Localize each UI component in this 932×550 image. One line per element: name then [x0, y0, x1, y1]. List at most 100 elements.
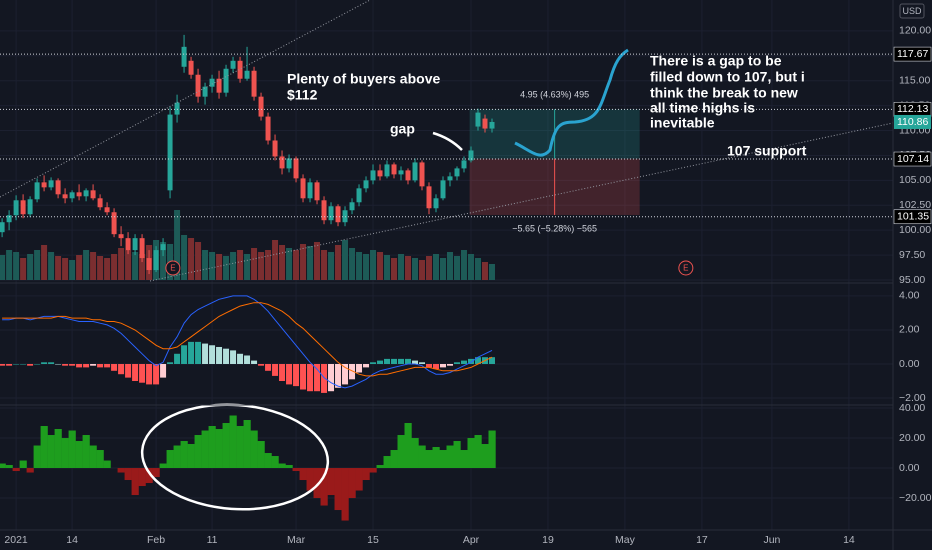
oscillator-bar: [285, 465, 293, 469]
level-label: 107.14: [897, 153, 929, 165]
annotation: Plenty of buyers above: [287, 71, 440, 87]
candle-body: [433, 198, 439, 209]
macd-histogram-bar: [62, 363, 69, 366]
oscillator-bar: [425, 450, 433, 469]
candle-body: [174, 102, 180, 115]
volume-bar: [384, 255, 391, 280]
volume-bar: [405, 256, 412, 280]
candle-body: [104, 207, 110, 213]
oscillator-bar: [383, 456, 391, 469]
y-tick-label: 105.00: [899, 174, 931, 186]
volume-bar: [104, 258, 111, 280]
oscillator-bar: [453, 441, 461, 469]
macd-histogram-bar: [153, 363, 160, 385]
earnings-marker: [165, 260, 181, 276]
volume-bar: [251, 248, 258, 280]
candle-body: [181, 46, 187, 67]
volume-bar: [335, 245, 342, 280]
earnings-marker: [678, 260, 694, 276]
macd-histogram-bar: [0, 363, 6, 366]
volume-bar: [419, 260, 426, 280]
macd-histogram-bar: [251, 360, 258, 364]
volume-bar: [237, 250, 244, 280]
oscillator-bar: [194, 435, 202, 469]
macd-histogram-bar: [118, 363, 125, 375]
annotation: inevitable: [650, 115, 715, 131]
oscillator-bar: [75, 441, 83, 469]
oscillator-bar: [488, 430, 496, 469]
oscillator-bar: [362, 468, 370, 481]
currency: USD: [902, 6, 922, 16]
oscillator-bar: [180, 441, 188, 469]
macd-histogram-bar: [453, 362, 460, 364]
oscillator-bar: [376, 465, 384, 469]
oscillator-bar: [278, 463, 286, 469]
annotation: There is a gap to be: [650, 53, 782, 69]
support-line: [149, 122, 894, 282]
x-tick-label: Jun: [763, 534, 780, 546]
candle-body: [146, 258, 152, 271]
y-tick-label: 97.50: [899, 249, 925, 261]
macd-histogram-bar: [83, 363, 90, 368]
candle-body: [0, 222, 5, 233]
macd-histogram-bar: [125, 363, 132, 378]
volume-bar: [223, 256, 230, 280]
oscillator-bar: [166, 450, 174, 469]
candle-body: [153, 250, 159, 271]
candle-body: [237, 60, 243, 79]
volume-bar: [20, 258, 27, 280]
oscillator-bar: [19, 460, 27, 469]
candle-body: [363, 180, 369, 189]
oscillator-bar: [306, 468, 314, 491]
macd-histogram-bar: [286, 363, 293, 385]
volume-bar: [265, 250, 272, 280]
candle-body: [209, 78, 215, 87]
annotation: filled down to 107, but i: [650, 69, 805, 85]
oscillator-bar: [61, 438, 69, 469]
x-tick-label: Mar: [287, 534, 306, 546]
candle-body: [279, 156, 285, 169]
macd-histogram-bar: [139, 363, 146, 383]
oscillator-bar: [0, 463, 6, 469]
oscillator-bar: [103, 460, 111, 469]
level-tag: [893, 151, 932, 167]
candle-body: [293, 158, 299, 179]
volume-bar: [342, 240, 349, 280]
level-label: 117.67: [897, 48, 928, 60]
candle-body: [349, 202, 355, 211]
y-tick-label: 0.00: [899, 462, 920, 474]
candle-body: [391, 164, 397, 175]
volume-bar: [97, 256, 104, 280]
macd-histogram-bar: [460, 360, 467, 364]
macd-histogram-bar: [474, 357, 481, 364]
macd-histogram-bar: [433, 363, 440, 370]
oscillator-bar: [82, 435, 90, 469]
macd-histogram-bar: [349, 363, 356, 380]
currency-box[interactable]: [899, 3, 925, 19]
macd-histogram-bar: [90, 363, 97, 366]
candle-body: [461, 160, 467, 169]
macd-histogram-bar: [223, 348, 230, 364]
level-tag: [893, 209, 932, 225]
volume-bar: [453, 256, 460, 280]
volume-bar: [90, 252, 97, 280]
volume-bar: [209, 252, 216, 280]
candle-body: [398, 170, 404, 175]
macd-histogram-bar: [377, 360, 384, 364]
candle-body: [377, 170, 383, 177]
oscillator-bar: [292, 468, 300, 472]
annotation: all time highs is: [650, 100, 755, 116]
oscillator-bar: [320, 468, 328, 506]
macd-histogram-bar: [398, 358, 405, 364]
oscillator-bar: [439, 450, 447, 469]
macd-histogram-bar: [467, 358, 474, 364]
loss-label: −5.65 (−5.28%) −565: [512, 223, 597, 233]
candle-body: [76, 192, 82, 197]
candle-body: [265, 116, 271, 141]
oscillator-bar: [138, 468, 146, 487]
volume-bar: [446, 252, 453, 280]
candle-body: [370, 170, 376, 181]
candle-body: [405, 170, 411, 181]
macd-histogram-bar: [104, 363, 111, 368]
candle-body: [55, 180, 61, 195]
